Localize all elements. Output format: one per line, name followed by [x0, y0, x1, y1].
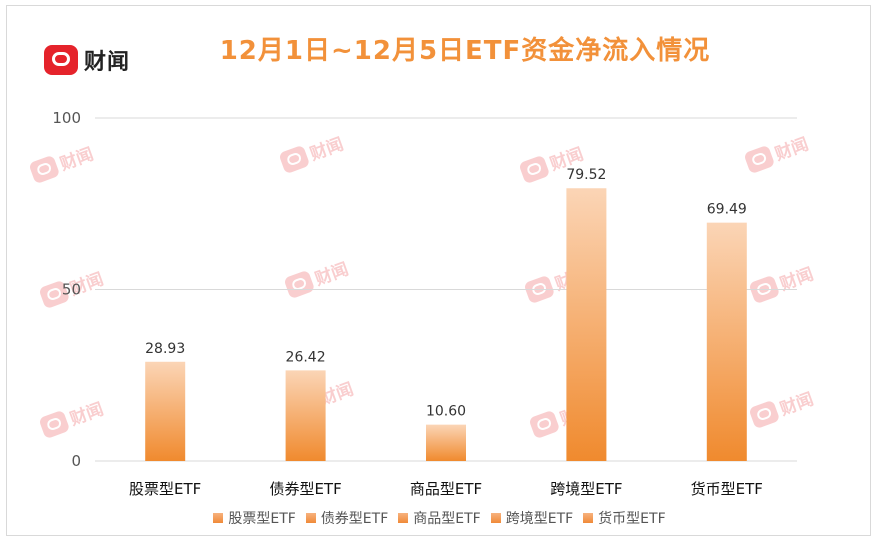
legend-label: 股票型ETF — [228, 511, 296, 527]
legend-label: 商品型ETF — [413, 511, 481, 527]
data-label: 79.52 — [566, 167, 606, 183]
y-tick-label: 100 — [52, 109, 81, 127]
bar — [706, 222, 747, 461]
brand-logo: 财闻 — [44, 42, 130, 78]
brand-name: 财闻 — [84, 50, 131, 75]
data-label: 26.42 — [286, 349, 326, 365]
legend-swatch — [490, 513, 501, 523]
chart-frame — [6, 5, 871, 536]
legend-swatch — [583, 513, 594, 523]
chart-title: 12月1日~12月5日ETF资金净流入情况 — [219, 36, 711, 66]
bar — [566, 188, 607, 461]
y-tick-label: 50 — [62, 281, 81, 299]
legend-item: 跨境型ETF — [490, 508, 574, 528]
bar — [145, 361, 186, 461]
x-tick-label: 股票型ETF — [129, 480, 201, 498]
legend-label: 货币型ETF — [598, 511, 666, 527]
legend-swatch — [398, 513, 409, 523]
x-tick-label: 跨境型ETF — [550, 480, 622, 498]
bars: 28.93 股票型ETF 26.42 债券型ETF 10.60 商品型ETF 79.52 跨境… — [129, 167, 763, 498]
legend-item: 商品型ETF — [398, 508, 481, 528]
brand-icon — [44, 45, 78, 75]
legend-item: 股票型ETF — [213, 508, 296, 528]
legend-item: 债券型ETF — [305, 508, 389, 528]
legend-swatch — [305, 513, 316, 523]
legend-label: 跨境型ETF — [505, 511, 574, 527]
data-label: 28.93 — [145, 341, 185, 357]
legend: 股票型ETF 债券型ETF 商品型ETF 跨境型ETF 货币型ETF — [0, 508, 879, 528]
bar — [426, 424, 466, 461]
grid-lines: 0 50 100 — [52, 109, 797, 470]
legend-label: 债券型ETF — [320, 511, 389, 527]
x-tick-label: 债券型ETF — [269, 480, 341, 498]
data-label: 10.60 — [426, 404, 466, 420]
y-tick-label: 0 — [71, 452, 81, 470]
legend-swatch — [213, 513, 224, 523]
bar — [285, 370, 326, 461]
x-tick-label: 商品型ETF — [410, 480, 482, 498]
legend-item: 货币型ETF — [583, 508, 666, 528]
x-tick-label: 货币型ETF — [691, 480, 763, 498]
data-label: 69.49 — [707, 202, 747, 218]
